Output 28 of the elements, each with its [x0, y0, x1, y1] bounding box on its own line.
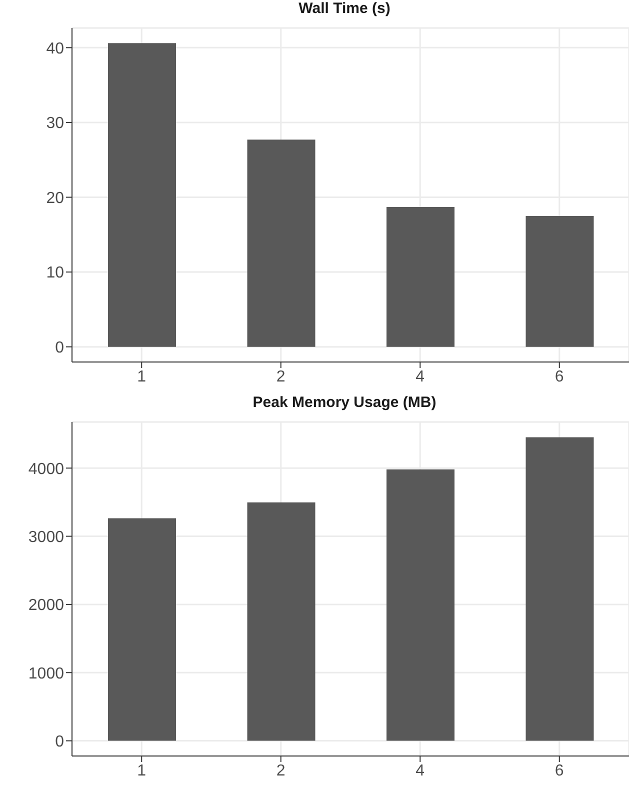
y-tick-label: 3000	[28, 528, 64, 546]
x-tick-label: 4	[416, 368, 425, 386]
y-tick-label: 30	[46, 115, 64, 132]
y-tick-label: 40	[46, 40, 64, 58]
bar	[526, 437, 594, 741]
bar	[247, 140, 316, 347]
x-tick-label: 1	[137, 762, 146, 780]
chart-title: Peak Memory Usage (MB)	[252, 394, 438, 413]
x-tick-label: 2	[276, 762, 286, 780]
bar	[247, 502, 316, 741]
x-tick-label: 1	[137, 368, 146, 386]
bar	[108, 43, 176, 347]
y-tick-label: 2000	[28, 597, 64, 614]
y-tick-label: 0	[55, 340, 64, 356]
x-tick-label: 6	[554, 368, 564, 386]
bar	[526, 216, 594, 347]
x-tick-label: 2	[276, 368, 286, 386]
y-tick-label: 1000	[28, 665, 64, 682]
chart-title: Wall Time (s)	[298, 0, 392, 19]
bar	[386, 469, 454, 741]
y-tick-label: 20	[46, 190, 64, 207]
bar	[386, 206, 454, 347]
bar	[108, 518, 176, 741]
x-tick-label: 4	[416, 762, 425, 780]
y-tick-label: 4000	[28, 460, 64, 478]
y-tick-label: 0	[55, 733, 64, 750]
x-tick-label: 6	[554, 762, 564, 780]
y-tick-label: 10	[46, 264, 64, 282]
